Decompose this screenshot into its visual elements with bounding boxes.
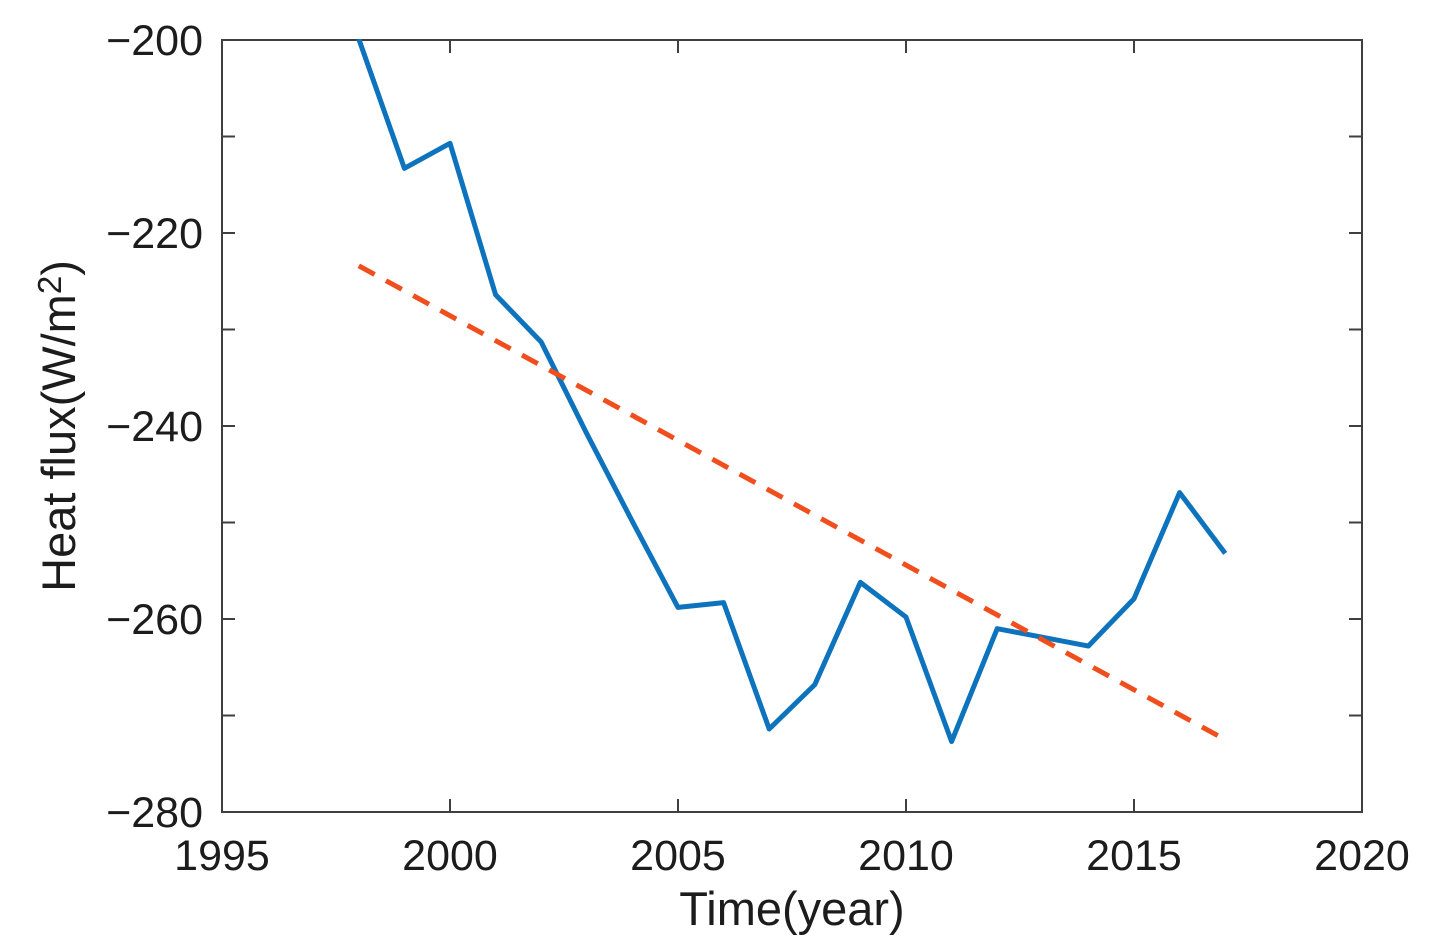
- axes-box: [221, 39, 1363, 813]
- y-axis-tick-labels: −280 −260 −240 −220 −200: [106, 17, 203, 837]
- series-heat-flux-annual: [356, 39, 1228, 745]
- y-axis-ticks: [222, 39, 1362, 813]
- y-tick-label: −280: [106, 789, 203, 837]
- x-axis-ticks: [221, 40, 1363, 812]
- series-linear-trend: [357, 263, 1227, 742]
- x-tick-label: 2000: [402, 832, 498, 880]
- x-tick-label: 2020: [1314, 832, 1410, 880]
- y-tick-label: −200: [106, 17, 203, 65]
- x-axis-tick-labels: 1995 2000 2005 2010 2015 2020: [174, 832, 1410, 880]
- y-tick-label: −220: [106, 210, 203, 258]
- x-tick-label: 2015: [1086, 832, 1182, 880]
- y-axis-label-suffix: ): [32, 260, 85, 276]
- y-tick-label: −240: [106, 403, 203, 451]
- y-tick-label: −260: [106, 596, 203, 644]
- y-axis-label-superscript: 2: [31, 276, 68, 294]
- y-axis-label: Heat flux(W/m2): [31, 260, 85, 592]
- x-tick-label: 2005: [630, 832, 726, 880]
- x-tick-label: 1995: [174, 832, 270, 880]
- x-tick-label: 2010: [858, 832, 954, 880]
- x-axis-label: Time(year): [679, 882, 904, 935]
- y-axis-label-main: Heat flux(W/m: [32, 294, 85, 592]
